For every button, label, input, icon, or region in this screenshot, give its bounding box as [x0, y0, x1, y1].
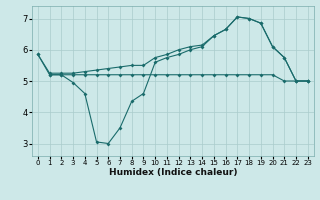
X-axis label: Humidex (Indice chaleur): Humidex (Indice chaleur): [108, 168, 237, 177]
